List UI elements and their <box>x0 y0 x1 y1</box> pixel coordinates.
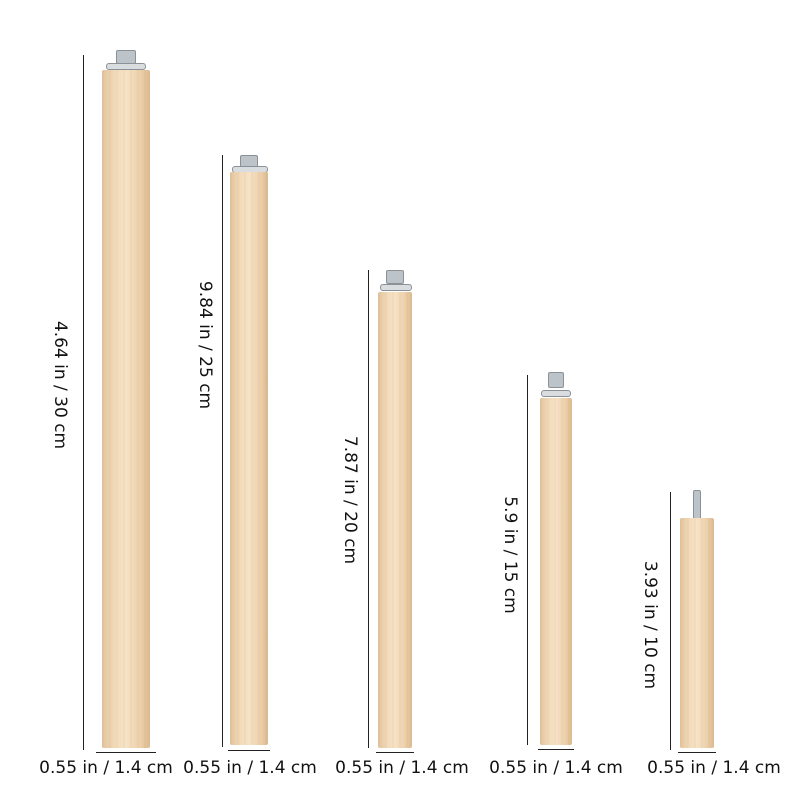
length-label: 5.9 in / 15 cm <box>500 496 520 614</box>
wing-nut-icon <box>116 50 136 64</box>
washer <box>380 284 412 291</box>
length-dimension-line <box>368 270 369 748</box>
length-label: 9.84 in / 25 cm <box>195 280 215 410</box>
length-label: 3.93 in / 10 cm <box>640 560 660 690</box>
length-dimension-line <box>670 492 671 750</box>
bolt-icon <box>693 490 701 520</box>
width-label: 0.55 in / 1.4 cm <box>647 758 781 778</box>
length-dimension-line <box>222 155 223 747</box>
washer <box>541 390 571 397</box>
width-label: 0.55 in / 1.4 cm <box>335 758 469 778</box>
wing-nut-icon <box>386 270 404 284</box>
width-dimension-line <box>228 750 270 751</box>
width-dimension-line <box>538 749 574 750</box>
washer <box>106 63 146 70</box>
width-label: 0.55 in / 1.4 cm <box>183 758 317 778</box>
length-label: 4.64 in / 30 cm <box>50 320 70 450</box>
length-label: 7.87 in / 20 cm <box>340 435 360 565</box>
width-dimension-line <box>376 752 414 753</box>
wing-nut-icon <box>548 372 564 388</box>
length-dimension-line <box>83 55 84 750</box>
width-label: 0.55 in / 1.4 cm <box>39 758 173 778</box>
width-label: 0.55 in / 1.4 cm <box>489 758 623 778</box>
length-dimension-line <box>527 375 528 745</box>
width-dimension-line <box>678 752 716 753</box>
width-dimension-line <box>96 752 156 753</box>
